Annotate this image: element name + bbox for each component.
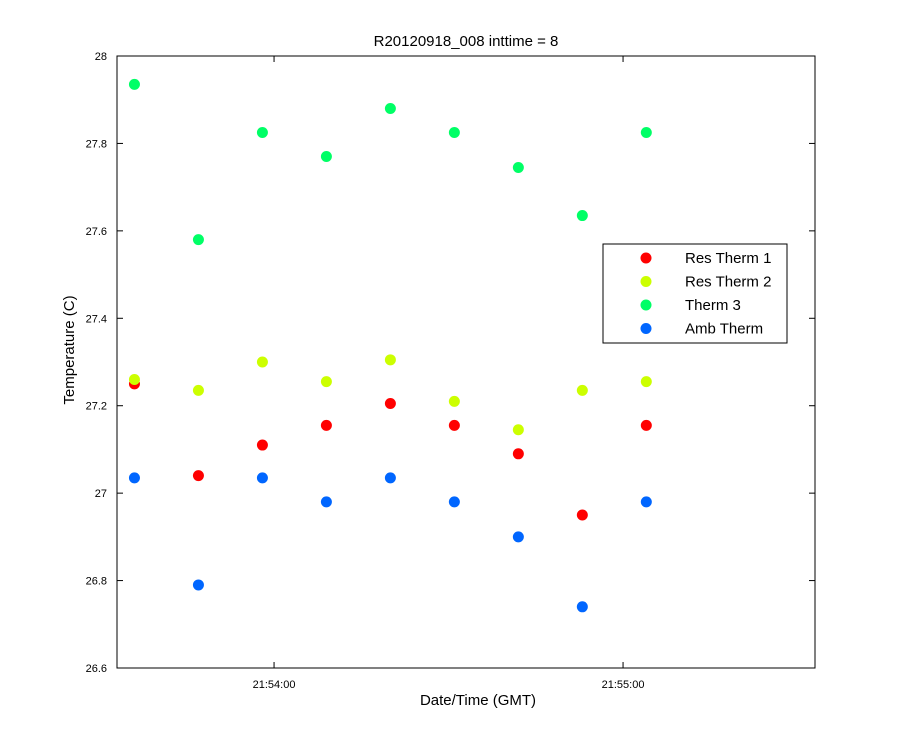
y-tick-label: 26.8 [86,576,107,588]
data-points [128,78,652,613]
legend-box [602,243,788,344]
data-point [384,472,396,484]
data-point [448,496,460,508]
y-tick-label: 27.6 [86,226,107,238]
legend-label: Therm 3 [685,297,741,314]
x-tick-label: 21:55:00 [602,679,645,691]
chart-title: R20120918_008 inttime = 8 [374,33,559,50]
data-point [576,509,588,521]
data-point [576,384,588,396]
legend-label: Res Therm 1 [685,250,771,267]
data-point [448,127,460,138]
legend-label: Amb Therm [685,321,763,338]
data-point [448,395,460,407]
data-point [640,376,652,388]
series-res-therm-1 [128,378,652,521]
data-point [512,161,524,173]
legend-label: Res Therm 2 [685,274,771,291]
x-axis-label: Date/Time (GMT) [420,692,536,709]
data-point [576,210,588,222]
x-axis: 21:54:00 21:55:00 [253,56,645,691]
data-point [512,448,524,460]
data-point [640,127,652,138]
data-point [576,601,588,613]
data-point [192,470,204,482]
data-point [320,376,332,388]
y-tick-label: 27 [95,488,107,500]
y-axis: 26.6 26.8 27 27.2 27.4 27.6 27.8 28 [86,51,815,675]
data-point [384,354,396,366]
data-point [448,419,460,431]
data-point [384,398,396,410]
y-tick-label: 26.6 [86,663,107,675]
data-point [256,127,268,138]
x-tick-label: 21:54:00 [253,679,296,691]
series-res-therm-2 [128,354,652,436]
data-point [256,472,268,484]
y-axis-label: Temperature (C) [61,295,78,404]
series-therm-3 [128,78,652,246]
data-point [320,496,332,508]
data-point [192,234,204,246]
y-tick-label: 27.8 [86,138,107,150]
data-point [128,373,140,385]
data-point [128,472,140,484]
data-point [320,419,332,431]
data-point [640,496,652,508]
y-tick-label: 27.4 [86,313,107,325]
data-point [128,78,140,90]
data-point [256,439,268,451]
legend-marker [640,299,652,311]
data-point [640,419,652,431]
data-point [256,356,268,368]
data-point [384,102,396,114]
data-point [192,579,204,591]
data-point [192,384,204,396]
legend-marker [640,323,652,334]
y-tick-label: 27.2 [86,401,107,413]
plot-area [116,55,816,669]
legend-marker [640,276,652,287]
data-point [320,151,332,163]
y-tick-label: 28 [95,51,107,63]
series-amb-therm [128,472,652,613]
legend-marker [640,252,652,264]
data-point [512,531,524,543]
legend: Res Therm 1 Res Therm 2 Therm 3 Amb Therm [602,243,788,344]
data-point [512,424,524,436]
